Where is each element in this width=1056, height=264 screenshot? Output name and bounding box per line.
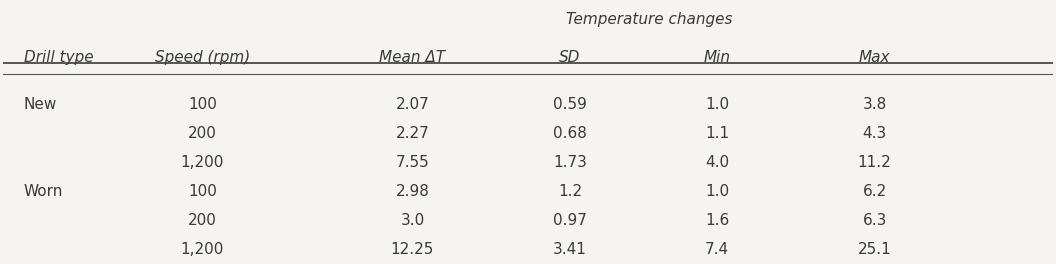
Text: 100: 100 [188,97,216,112]
Text: Speed (rpm): Speed (rpm) [155,50,250,65]
Text: 3.8: 3.8 [863,97,887,112]
Text: 1,200: 1,200 [181,155,224,170]
Text: 1,200: 1,200 [181,242,224,257]
Text: SD: SD [560,50,581,65]
Text: Temperature changes: Temperature changes [566,12,732,27]
Text: 1.73: 1.73 [553,155,587,170]
Text: 11.2: 11.2 [857,155,891,170]
Text: 25.1: 25.1 [857,242,891,257]
Text: Max: Max [859,50,890,65]
Text: 0.59: 0.59 [553,97,587,112]
Text: 7.55: 7.55 [396,155,430,170]
Text: 4.0: 4.0 [705,155,729,170]
Text: 1.1: 1.1 [705,126,729,141]
Text: 1.0: 1.0 [705,97,729,112]
Text: 3.41: 3.41 [553,242,587,257]
Text: 2.27: 2.27 [396,126,430,141]
Text: 1.6: 1.6 [705,213,730,228]
Text: 200: 200 [188,213,216,228]
Text: 2.07: 2.07 [396,97,430,112]
Text: 200: 200 [188,126,216,141]
Text: 0.68: 0.68 [553,126,587,141]
Text: 12.25: 12.25 [391,242,434,257]
Text: Mean ΔT: Mean ΔT [379,50,446,65]
Text: 0.97: 0.97 [553,213,587,228]
Text: 100: 100 [188,184,216,199]
Text: Min: Min [703,50,731,65]
Text: 6.2: 6.2 [863,184,887,199]
Text: 2.98: 2.98 [396,184,430,199]
Text: Drill type: Drill type [24,50,93,65]
Text: 4.3: 4.3 [863,126,887,141]
Text: 7.4: 7.4 [705,242,729,257]
Text: 6.3: 6.3 [863,213,887,228]
Text: 1.2: 1.2 [558,184,582,199]
Text: Worn: Worn [24,184,63,199]
Text: 3.0: 3.0 [400,213,425,228]
Text: New: New [24,97,57,112]
Text: 1.0: 1.0 [705,184,729,199]
